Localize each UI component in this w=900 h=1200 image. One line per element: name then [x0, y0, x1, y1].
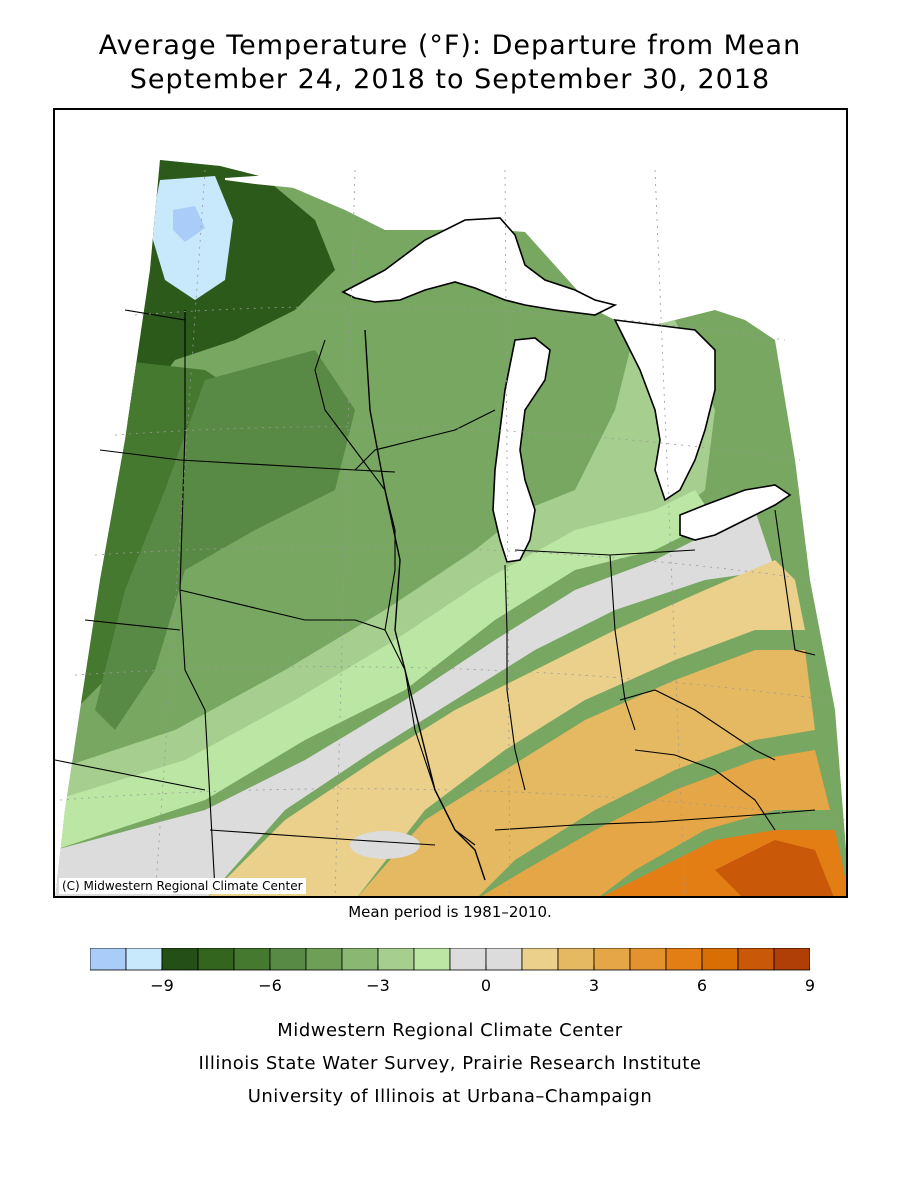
legend-tick-label: −3: [366, 976, 390, 995]
legend-swatch: [521, 948, 559, 971]
legend-swatch: [161, 948, 199, 971]
mean-period-note: Mean period is 1981–2010.: [348, 903, 552, 921]
legend-swatch: [773, 948, 810, 971]
temperature-departure-map: [55, 160, 846, 896]
legend-swatch: [629, 948, 667, 971]
legend-swatch: [377, 948, 415, 971]
color-legend: [90, 948, 810, 971]
legend-swatch: [593, 948, 631, 971]
legend-tick-label: 9: [804, 976, 816, 995]
legend-tick-label: 6: [696, 976, 708, 995]
map-panel: (C) Midwestern Regional Climate Center: [53, 108, 848, 898]
graticule: [59, 169, 846, 896]
legend-swatch: [665, 948, 703, 971]
legend-swatch: [737, 948, 775, 971]
legend-swatch: [557, 948, 595, 971]
legend-swatch: [341, 948, 379, 971]
credit-line-1: Midwestern Regional Climate Center: [277, 1020, 623, 1041]
mississippi-river: [364, 329, 486, 881]
legend-swatch: [413, 948, 451, 971]
copyright-label: (C) Midwestern Regional Climate Center: [59, 878, 306, 894]
legend-tick-label: 3: [588, 976, 600, 995]
legend-swatch: [701, 948, 739, 971]
legend-tick-labels: −9 −6 −3 0 3 6 9: [90, 976, 815, 996]
legend-swatch: [125, 948, 163, 971]
legend-tick-label: 0: [480, 976, 492, 995]
legend-tick-label: −9: [150, 976, 174, 995]
legend-swatch: [197, 948, 235, 971]
map-title-line2: September 24, 2018 to September 30, 2018: [129, 64, 771, 95]
legend-swatch: [90, 948, 127, 971]
outside-region: [225, 174, 315, 194]
state-boundaries: [55, 309, 816, 891]
credit-line-2: Illinois State Water Survey, Prairie Res…: [198, 1053, 702, 1074]
legend-swatch: [305, 948, 343, 971]
legend-swatch: [485, 948, 523, 971]
legend-swatch: [269, 948, 307, 971]
legend-swatch: [233, 948, 271, 971]
legend-tick-label: −6: [258, 976, 282, 995]
map-title-line1: Average Temperature (°F): Departure from…: [98, 30, 802, 61]
legend-swatch: [449, 948, 487, 971]
credit-line-3: University of Illinois at Urbana–Champai…: [247, 1086, 653, 1107]
